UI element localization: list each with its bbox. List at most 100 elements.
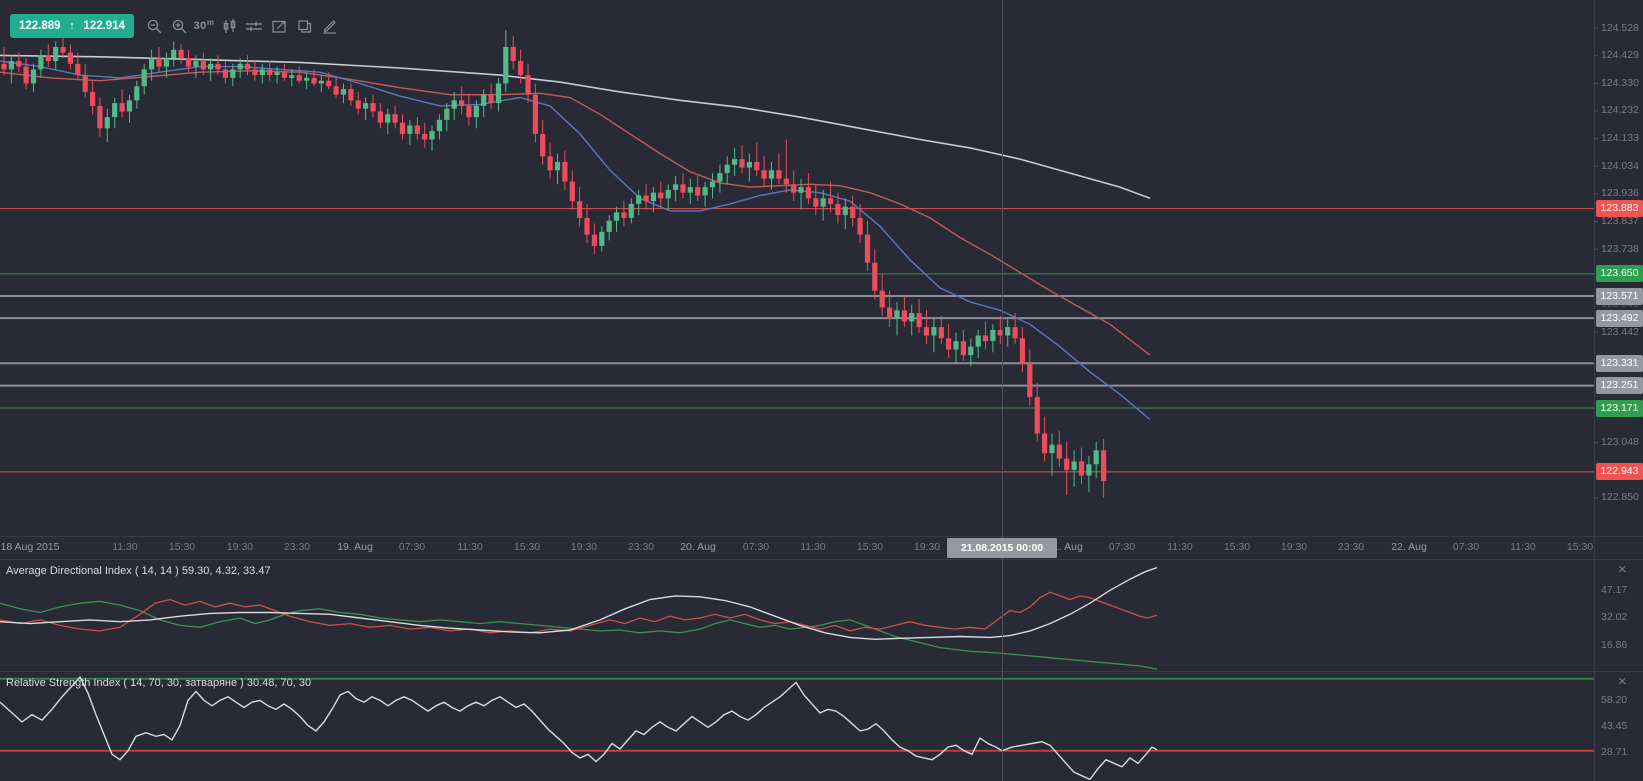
candle-body [532,94,538,134]
candle-body [569,181,575,202]
adx-close-button[interactable]: × [1618,561,1627,578]
candle-body [953,341,959,350]
rsi-pane[interactable] [0,675,1594,781]
candle-body [370,103,376,112]
candle-body [126,100,133,112]
adx-pane[interactable] [0,566,1158,670]
candle-body [695,187,701,196]
candle-body [975,335,981,347]
ma-mid-line [0,70,1151,356]
zoom-in-icon[interactable] [168,15,190,37]
candle-body [459,100,465,106]
candle-body [673,184,679,190]
time-axis-label: 11:30 [800,541,826,553]
time-axis-label: 11:30 [1167,541,1193,553]
candle-body [931,327,937,336]
zoom-out-icon[interactable] [143,15,165,37]
candle-body [281,72,287,78]
time-axis-label: 07:30 [1452,541,1480,553]
candle-body [613,212,620,221]
candle-body [495,83,502,104]
chart-toolbar: 30 m [143,13,340,39]
quote-badge[interactable]: 122.889 ↑ 122.914 [10,14,134,38]
timeframe-unit: m [206,17,215,27]
time-axis-label: 11:30 [457,541,483,553]
timeframe-button[interactable]: 30 m [193,15,215,37]
time-axis-label: 23:30 [627,541,655,553]
adx-axis-label: 16.86 [1601,639,1628,651]
candle-body [1064,458,1070,470]
price-axis-label: 123.048 [1601,436,1639,448]
candle-body [776,170,782,179]
candle-body [90,91,96,106]
time-axis-label: 15:30 [168,541,196,553]
candle-body [680,184,686,193]
candle-body [318,80,324,84]
price-badge-green: 123.650 [1596,265,1643,282]
candle-body [650,192,656,202]
copy-icon[interactable] [293,15,315,37]
rsi-close-button[interactable]: × [1618,673,1627,690]
screenshot-icon[interactable] [268,15,290,37]
candle-body [702,187,708,196]
price-axis-label: 124.034 [1601,160,1639,172]
candle-body [754,161,760,171]
time-axis-label: 19:30 [913,541,941,553]
candle-body [828,198,834,204]
candle-body [879,290,885,308]
candle-body [23,66,29,84]
time-axis-label: 23:30 [1337,541,1365,553]
time-axis-label: 11:30 [112,541,138,553]
candle-body [385,114,391,123]
candle-body [768,170,775,179]
candle-body [562,161,568,182]
main-price-pane[interactable] [0,30,1594,498]
candle-body [621,212,627,218]
timeframe-value: 30 [193,20,207,32]
candle-body [783,178,789,185]
candle-body [805,187,811,199]
draw-icon[interactable] [318,15,340,37]
time-axis-label: 15:30 [856,541,884,553]
adx-minus-di-line [0,591,1158,634]
candlestick-style-icon[interactable] [218,15,240,37]
candle-body [724,164,730,174]
candle-body [355,100,361,109]
adx-panel-title: Average Directional Index ( 14, 14 ) 59.… [6,565,271,577]
candle-body [761,170,767,179]
candle-body [894,310,900,319]
indicator-settings-icon[interactable] [243,15,265,37]
candle-body [200,61,206,70]
candle-body [215,63,221,70]
candle-body [444,108,450,120]
price-axis-label: 123.442 [1601,326,1639,338]
candle-body [510,47,516,61]
candle-body [112,103,118,118]
candle-body [835,203,841,216]
candle-body [599,231,605,246]
candle-body [901,310,907,322]
candle-body [304,77,310,81]
candle-body [340,89,347,95]
candle-body [946,338,952,350]
candle-body [244,63,251,70]
adx-main-line [0,566,1158,641]
time-axis-label: 23:30 [283,541,311,553]
price-axis-label: 124.232 [1601,104,1639,116]
candle-body [554,161,561,171]
time-axis-label: 19:30 [1280,541,1308,553]
candle-body [1005,327,1011,336]
candle-body [488,94,494,104]
bid-price: 122.889 [19,20,61,32]
price-axis-label: 123.837 [1601,215,1639,227]
candle-body [149,58,155,70]
candle-body [97,105,103,129]
candle-body [518,61,524,75]
candle-body [163,58,169,67]
candle-body [348,89,354,101]
candle-body [739,159,745,168]
rsi-axis-label: 58.20 [1601,694,1628,706]
price-badge-gray: 123.492 [1596,310,1643,327]
candle-body [82,75,88,92]
